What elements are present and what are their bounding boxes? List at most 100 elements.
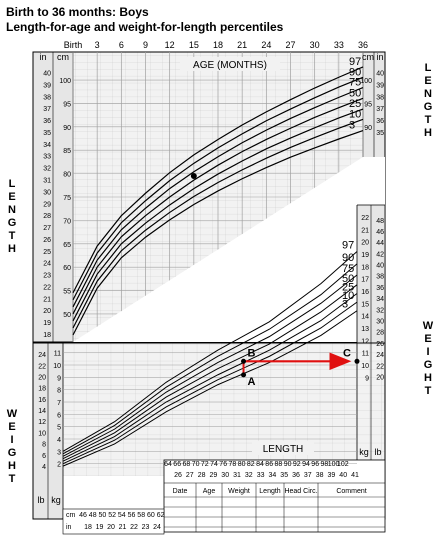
length-in-tick-bottom: 23	[142, 524, 150, 531]
length-cm-tick-top: 94	[302, 461, 310, 468]
length-in-tick-top: 37	[304, 472, 312, 479]
panel-divider	[73, 157, 385, 342]
weight-kg-tick-right: 16	[361, 289, 369, 296]
weight-percentile-label-3: 3	[342, 299, 348, 311]
length-cm-tick-bottom: 50	[99, 512, 107, 519]
weight-kg-tick: 5	[57, 425, 61, 432]
marked-data-point	[190, 172, 197, 179]
length-in-tick: 34	[43, 142, 51, 149]
weight-kg-tick-right: 19	[361, 252, 369, 259]
length-cm-tick-top: 68	[183, 461, 191, 468]
percentile-label-3: 3	[349, 120, 355, 132]
weight-lb-tick: 18	[38, 386, 46, 393]
length-cm-tick-top: 76	[219, 461, 227, 468]
percentile-label-25: 25	[349, 98, 361, 110]
age-tick-label: 21	[237, 40, 247, 50]
length-in-tick-top: 27	[186, 472, 194, 479]
weight-percentile-label-10: 10	[342, 290, 354, 302]
length-in-tick-bottom: 22	[130, 524, 138, 531]
length-cm-tick: 65	[63, 242, 71, 249]
percentile-label-90: 90	[349, 66, 361, 78]
weight-percentile-curve-3	[62, 310, 358, 467]
length-cm-tick-bottom: 58	[137, 512, 145, 519]
length-cm-tick-top: 72	[201, 461, 209, 468]
length-in-tick: 31	[43, 178, 51, 185]
length-cm-tick-bottom: 52	[108, 512, 116, 519]
age-tick-label: 6	[119, 40, 124, 50]
length-cm-tick-top: 78	[229, 461, 237, 468]
length-in-tick: 35	[43, 130, 51, 137]
length-in-tick-top: 26	[174, 472, 182, 479]
length-in-tick: 29	[43, 201, 51, 208]
length-cm-tick: 60	[63, 265, 71, 272]
length-in-tick-top: 38	[316, 472, 324, 479]
length-in-tick-bottom: 24	[153, 524, 161, 531]
percentile-curve-50	[72, 97, 364, 315]
weight-percentile-label-75: 75	[342, 263, 354, 275]
length-in-tick: 32	[43, 166, 51, 173]
weight-kg-tick: 4	[57, 437, 61, 444]
weight-kg-tick: 10	[53, 363, 61, 370]
length-in-tick: 19	[43, 320, 51, 327]
length-in-tick-right: 37	[376, 106, 384, 113]
length-in-tick: 28	[43, 213, 51, 220]
length-cm-tick-top: 88	[275, 461, 283, 468]
length-cm-tick-top: 98	[321, 461, 329, 468]
chart-title: Birth to 36 months: Boys	[6, 5, 149, 19]
length-in-tick: 24	[43, 261, 51, 268]
percentile-curve-97	[72, 66, 364, 294]
weight-percentile-curve-90	[62, 263, 358, 455]
length-in-tick: 26	[43, 237, 51, 244]
unit-in-label: in	[39, 52, 46, 62]
table-header-head-circ-: Head Circ.	[284, 488, 317, 495]
length-cm-tick-bottom: 46	[79, 512, 87, 519]
length-in-tick: 33	[43, 154, 51, 161]
length-cm-tick-top: 82	[247, 461, 255, 468]
length-cm-tick-top: 80	[238, 461, 246, 468]
table-header-comment: Comment	[336, 488, 366, 495]
weight-kg-tick-right: 20	[361, 240, 369, 247]
weight-percentile-label-90: 90	[342, 252, 354, 264]
length-in-tick-right: 38	[376, 94, 384, 101]
weight-lb-tick-right: 22	[376, 363, 384, 370]
table-header-date: Date	[173, 488, 188, 495]
length-in-tick: 38	[43, 94, 51, 101]
length-in-tick-top: 35	[280, 472, 288, 479]
weight-lb-tick-right: 24	[376, 352, 384, 359]
length-cm-tick-right: 90	[364, 125, 372, 132]
length-cm-tick-bottom: 48	[89, 512, 97, 519]
annotation-point-a	[241, 372, 247, 378]
weight-percentile-curve-75	[62, 274, 358, 457]
x-axis-label-age: AGE (MONTHS)	[193, 60, 267, 71]
length-in-tick: 39	[43, 82, 51, 89]
length-in-tick-top: 34	[269, 472, 277, 479]
length-in-tick: 23	[43, 273, 51, 280]
weight-lb-tick: 12	[38, 419, 46, 426]
record-table: Date Age Weight Length Head Circ. Comment	[164, 482, 385, 532]
length-in-tick-top: 29	[210, 472, 218, 479]
age-tick-label: 9	[143, 40, 148, 50]
weight-lb-tick-right: 32	[376, 307, 384, 314]
weight-lb-tick: 10	[38, 430, 46, 437]
percentile-label-75: 75	[349, 77, 361, 89]
weight-lb-tick: 8	[42, 442, 46, 449]
annotation-label-c: C	[343, 347, 351, 359]
length-in-tick-right: 36	[376, 118, 384, 125]
length-in-tick: 21	[43, 296, 51, 303]
length-cm-tick-right: 95	[364, 101, 372, 108]
age-tick-label: 12	[165, 40, 175, 50]
percentile-curve-3	[72, 130, 364, 336]
length-in-tick-right: 35	[376, 130, 384, 137]
weight-lb-tick-right: 26	[376, 341, 384, 348]
unit-kg-label-right: kg	[359, 447, 369, 457]
percentile-curve-75	[72, 86, 364, 308]
weight-percentile-label-25: 25	[342, 281, 354, 293]
length-in-tick-top: 40	[339, 472, 347, 479]
weight-percentile-curve-10	[62, 301, 358, 465]
length-cm-tick-top: 96	[311, 461, 319, 468]
percentile-curve-25	[72, 108, 364, 322]
